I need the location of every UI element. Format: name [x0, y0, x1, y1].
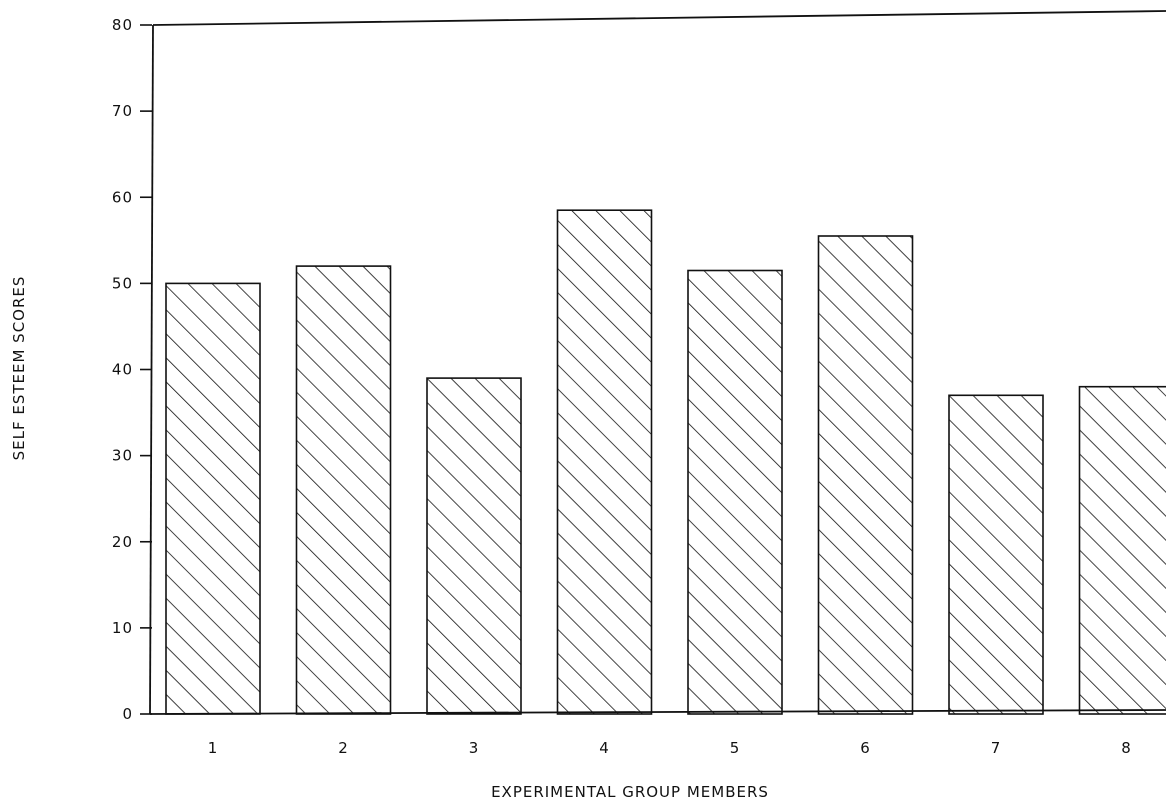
y-tick-label: 20	[112, 533, 133, 551]
x-tick-label: 3	[469, 739, 480, 757]
y-tick-label: 80	[112, 16, 133, 34]
bar-member-8	[1080, 387, 1166, 714]
x-ticks: 1 2 3 4 5 6 7 8	[208, 739, 1132, 757]
x-tick-label: 8	[1121, 739, 1132, 757]
bar-member-4	[558, 210, 652, 714]
top-frame-line	[153, 11, 1166, 25]
bar-member-6	[819, 236, 913, 714]
x-tick-label: 5	[730, 739, 741, 757]
x-tick-label: 1	[208, 739, 219, 757]
bars-layer	[166, 210, 1166, 714]
y-tick-label: 70	[112, 102, 133, 120]
x-tick-label: 6	[860, 739, 871, 757]
bar-member-5	[688, 271, 782, 715]
x-tick-label: 4	[599, 739, 610, 757]
bar-member-1	[166, 283, 260, 714]
x-tick-label: 2	[338, 739, 349, 757]
y-tick-label: 50	[112, 274, 133, 292]
bar-member-3	[427, 378, 521, 714]
x-axis-title: EXPERIMENTAL GROUP MEMBERS	[491, 783, 769, 801]
y-tick-label: 40	[112, 361, 133, 379]
x-tick-label: 7	[991, 739, 1002, 757]
y-tick-label: 10	[112, 619, 133, 637]
y-axis-title: SELF ESTEEM SCORES	[10, 276, 28, 461]
y-ticks: 0 10 20 30 40 50 60 70 80	[112, 16, 152, 723]
y-tick-label: 60	[112, 188, 133, 206]
bar-member-2	[297, 266, 391, 714]
bar-member-7	[949, 395, 1043, 714]
y-tick-label: 0	[122, 705, 133, 723]
y-tick-label: 30	[112, 447, 133, 465]
